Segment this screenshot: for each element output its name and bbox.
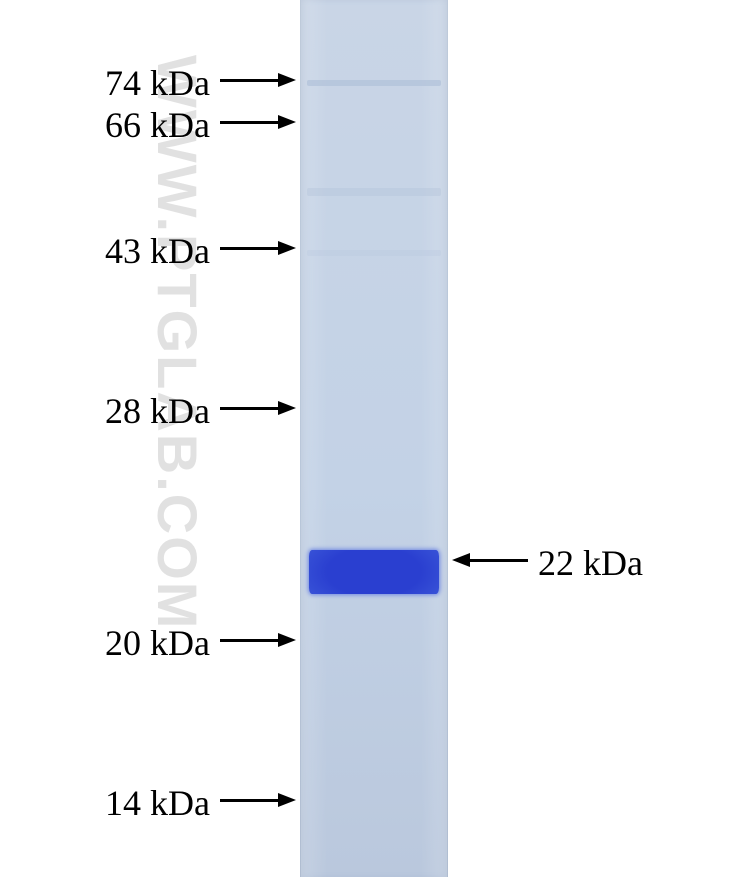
marker-label: 22 kDa	[538, 542, 643, 584]
gel-figure: WWW.PTGLAB.COM 74 kDa66 kDa43 kDa28 kDa2…	[0, 0, 740, 877]
arrow-right-head-icon	[278, 633, 296, 647]
marker-label: 14 kDa	[105, 782, 210, 824]
arrow-right-head-icon	[278, 241, 296, 255]
faint-band	[307, 80, 441, 86]
arrow-right-icon	[220, 407, 278, 410]
arrow-left-icon	[470, 559, 528, 562]
arrow-right-head-icon	[278, 401, 296, 415]
faint-band	[307, 250, 441, 256]
arrow-right-head-icon	[278, 115, 296, 129]
marker-left: 14 kDa	[0, 782, 300, 818]
arrow-right-icon	[220, 247, 278, 250]
marker-label: 43 kDa	[105, 230, 210, 272]
marker-label: 74 kDa	[105, 62, 210, 104]
protein-band-main	[309, 550, 439, 594]
lane-background	[301, 0, 447, 877]
gel-lane	[300, 0, 448, 877]
arrow-left-head-icon	[452, 553, 470, 567]
marker-left: 43 kDa	[0, 230, 300, 266]
marker-left: 66 kDa	[0, 104, 300, 140]
faint-band	[307, 188, 441, 196]
marker-left: 74 kDa	[0, 62, 300, 98]
marker-left: 20 kDa	[0, 622, 300, 658]
marker-label: 20 kDa	[105, 622, 210, 664]
marker-label: 28 kDa	[105, 390, 210, 432]
arrow-right-icon	[220, 121, 278, 124]
marker-left: 28 kDa	[0, 390, 300, 426]
marker-label: 66 kDa	[105, 104, 210, 146]
arrow-right-icon	[220, 639, 278, 642]
arrow-right-head-icon	[278, 73, 296, 87]
arrow-right-icon	[220, 79, 278, 82]
arrow-right-icon	[220, 799, 278, 802]
arrow-right-head-icon	[278, 793, 296, 807]
